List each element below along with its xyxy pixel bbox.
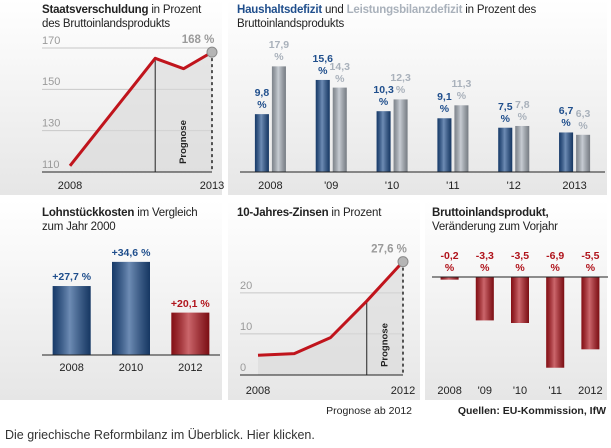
y-tick-label: 0 (240, 362, 246, 374)
x-tick-label: '12 (507, 180, 521, 192)
bar-shine (376, 111, 391, 172)
chart-title-block: Lohnstückkosten im Vergleich zum Jahr 20… (42, 206, 217, 234)
x-tick-label: '09 (478, 385, 492, 397)
title-connector: und (324, 4, 344, 16)
x-tick-label: '11 (446, 180, 460, 192)
bar-shine (271, 66, 286, 172)
bar-shine (393, 99, 408, 172)
x-tick-label: 2008 (58, 180, 82, 192)
chart-title-block: Staatsverschuldung in Prozent des Brutto… (42, 3, 220, 31)
bar-shine (254, 114, 269, 172)
value-label: +20,1 % (170, 297, 210, 310)
value-label: +27,7 % (52, 271, 92, 284)
chart-title: Staatsverschuldung (42, 4, 149, 16)
bar-shine (440, 277, 459, 280)
bar-shine (546, 277, 565, 368)
chart-title-block: 10-Jahres-Zinsen in Prozent (237, 206, 417, 220)
value-label: 9,1 % (437, 91, 452, 116)
bar-shine (332, 87, 347, 172)
x-tick-label: 2008 (246, 385, 270, 397)
bar-shine (498, 127, 513, 172)
x-tick-label: 2008 (258, 180, 282, 192)
legend-entry: Leistungsbilanzdefizit (346, 4, 463, 16)
y-tick-label: 110 (42, 159, 60, 171)
chart-subtitle: im Vergleich zum Jahr 2000 (42, 207, 198, 233)
value-label: -6,9 % (546, 250, 565, 274)
chart-note: Prognose ab 2012 (326, 405, 412, 417)
value-label: 15,6 % (312, 52, 333, 77)
y-tick-label: 20 (240, 280, 252, 292)
chart-title-block: Bruttoinlandsprodukt, Veränderung zum Vo… (432, 206, 607, 234)
bar-shine (171, 312, 210, 355)
area-fill (70, 52, 212, 173)
chart-subtitle: in Prozent (331, 207, 382, 219)
value-label: 27,6 % (371, 244, 407, 256)
x-tick-label: 2008 (59, 362, 83, 374)
end-marker (206, 46, 218, 58)
value-label: 11,3 % (451, 78, 472, 103)
x-tick-label: 2012 (178, 362, 202, 374)
x-tick-label: '10 (513, 385, 527, 397)
bar-shine (52, 286, 91, 355)
chart-title: Bruttoinlandsprodukt, (432, 207, 549, 219)
line (257, 260, 405, 357)
value-label: 7,8 % (514, 98, 530, 123)
chart-title: 10-Jahres-Zinsen (237, 207, 329, 219)
bar-shine (112, 261, 150, 355)
source-note: Quellen: EU-Kommission, IfW (458, 405, 606, 417)
y-tick-label: 10 (240, 321, 252, 333)
value-label: -0,2 % (440, 250, 459, 274)
chart-subtitle: in Prozent des Bruttoinlandsprodukts (42, 4, 202, 30)
panel-background (228, 0, 607, 195)
y-tick-label: 150 (42, 76, 60, 88)
value-label: -3,5 % (510, 250, 530, 274)
caption-link[interactable]: Die griechische Reformbilanz im Überblic… (5, 428, 315, 442)
x-tick-label: 2008 (437, 385, 461, 397)
x-tick-label: 2010 (119, 362, 143, 374)
value-label: 17,9 % (268, 39, 290, 64)
value-label: +34,6 % (111, 246, 151, 259)
y-tick-label: 170 (42, 35, 60, 47)
x-tick-label: 2012 (578, 385, 602, 397)
value-label: -3,3 % (475, 250, 494, 274)
bar-shine (559, 132, 574, 172)
bar-shine (475, 277, 494, 321)
bar-shine (437, 118, 452, 172)
value-label: 168 % (182, 34, 215, 46)
value-label: 6,7 % (558, 105, 574, 130)
x-tick-label: '10 (385, 180, 399, 192)
bar-shine (511, 277, 529, 323)
bar-shine (515, 125, 530, 172)
y-tick-label: 130 (42, 118, 60, 130)
value-label: 7,5 % (497, 100, 513, 125)
panel-background (0, 200, 222, 400)
x-tick-label: '09 (324, 180, 338, 192)
value-label: 14,3 % (329, 60, 350, 85)
x-tick-label: 2013 (562, 180, 586, 192)
value-label: 12,3 % (390, 72, 411, 97)
x-tick-label: '11 (548, 385, 562, 397)
chart-subtitle: Veränderung zum Vorjahr (432, 221, 558, 233)
bar-shine (315, 79, 330, 172)
line (68, 50, 213, 167)
bar-shine (581, 277, 600, 350)
legend-entry: Haushaltsdefizit (237, 4, 322, 16)
x-tick-label: 2012 (391, 385, 415, 397)
value-label: 9,8 % (254, 87, 270, 112)
value-label: 6,3 % (575, 107, 591, 132)
x-tick-label: 2013 (200, 180, 224, 192)
chart-title: Lohnstückkosten (42, 207, 135, 219)
value-label: -5,5 % (581, 250, 600, 274)
forecast-annotation: Prognose (379, 323, 390, 367)
bar-shine (576, 134, 591, 172)
value-label: 10,3 % (373, 84, 394, 109)
end-marker (397, 256, 409, 268)
chart-subtitle: in Prozent des Bruttoinlandsprodukts (237, 4, 537, 30)
forecast-annotation: Prognose (178, 120, 189, 164)
bar-shine (454, 105, 469, 172)
chart-title-block: Haushaltsdefizit und Leistungsbilanzdefi… (237, 3, 597, 31)
